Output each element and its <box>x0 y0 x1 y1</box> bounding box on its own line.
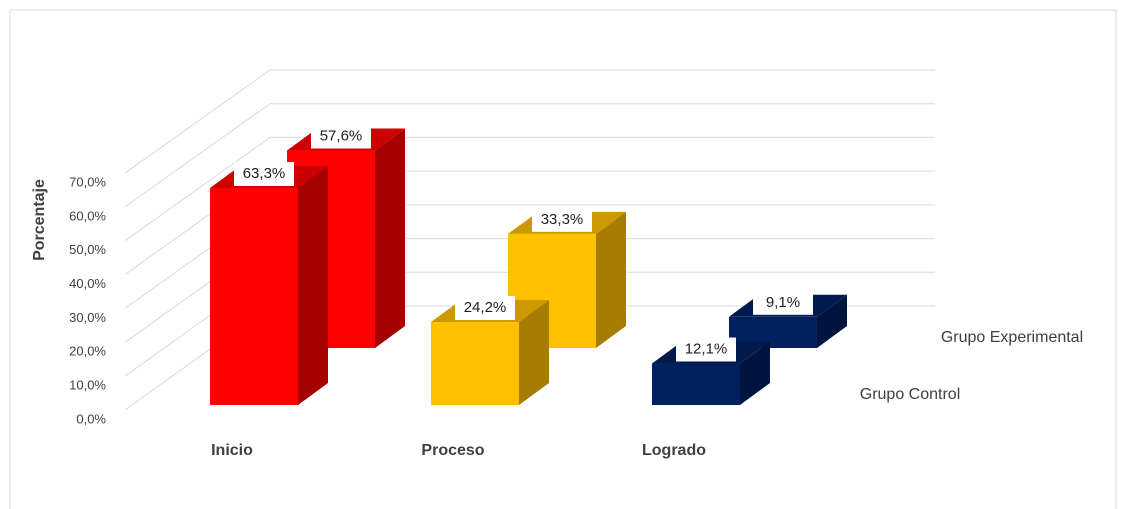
bar-side <box>596 211 626 348</box>
y-axis-label: Porcentaje <box>31 179 48 261</box>
bar <box>652 363 740 405</box>
value-label: 9,1% <box>766 294 800 311</box>
y-tick-label: 20,0% <box>69 344 106 359</box>
bar-side <box>375 128 405 348</box>
value-label: 12,1% <box>685 340 728 357</box>
x-tick-label: Inicio <box>211 442 253 459</box>
y-tick-label: 10,0% <box>69 378 106 393</box>
y-tick-label: 30,0% <box>69 310 106 325</box>
y-tick-label: 60,0% <box>69 208 106 223</box>
value-label-box <box>676 337 736 362</box>
value-label-box <box>311 124 371 149</box>
bar-side <box>817 294 847 348</box>
x-tick-label: Logrado <box>642 442 706 459</box>
value-label-box <box>455 296 515 321</box>
bar-side <box>519 300 549 405</box>
y-tick-label: 0,0% <box>76 411 106 426</box>
value-label: 24,2% <box>464 299 507 316</box>
value-label-box <box>234 162 294 186</box>
value-label: 33,3% <box>541 211 584 228</box>
series-label: Grupo Control <box>860 386 961 403</box>
value-label-box <box>532 207 592 232</box>
bar <box>210 188 298 405</box>
y-tick-label: 70,0% <box>69 174 106 189</box>
series-label: Grupo Experimental <box>941 329 1083 346</box>
chart-frame <box>9 9 1117 509</box>
bar <box>431 322 519 405</box>
y-tick-label: 40,0% <box>69 276 106 291</box>
grid-line <box>124 136 935 242</box>
value-label-box <box>753 290 813 315</box>
grid-line <box>124 69 935 174</box>
y-tick-label: 50,0% <box>69 242 106 257</box>
value-label: 57,6% <box>320 128 363 145</box>
bar-side <box>298 166 328 405</box>
bar-side <box>740 341 770 405</box>
value-label: 63,3% <box>243 165 286 182</box>
x-tick-label: Proceso <box>421 442 484 459</box>
grid-line <box>124 103 935 208</box>
